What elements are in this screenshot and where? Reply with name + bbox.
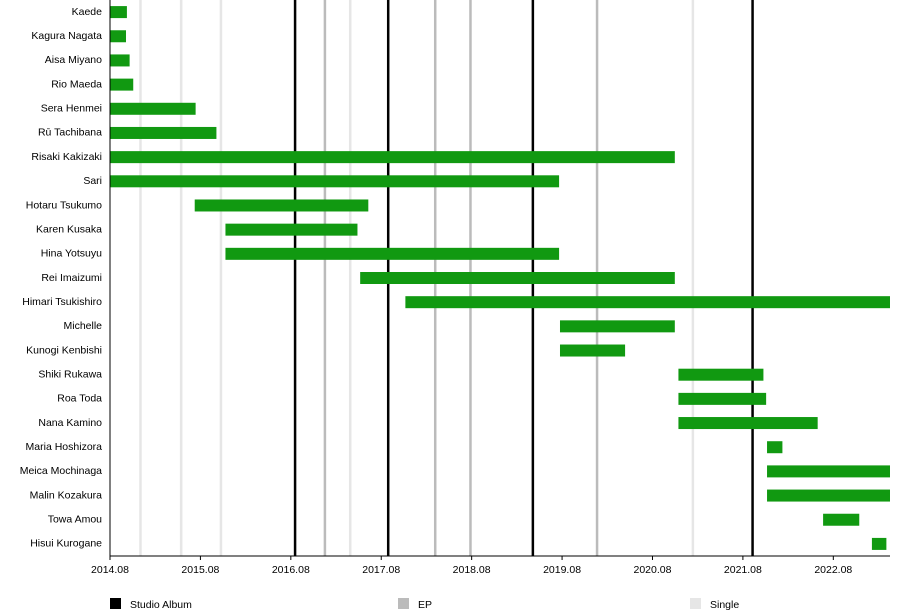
member-label: Karen Kusaka (36, 223, 102, 235)
member-label: Kagura Nagata (31, 30, 102, 42)
member-bar (225, 223, 358, 236)
member-label: Rei Imaizumi (41, 272, 102, 284)
member-label: Sari (83, 175, 102, 187)
x-tick-label: 2014.08 (91, 564, 129, 576)
member-label: Hina Yotsuyu (41, 248, 102, 260)
member-label: Rio Maeda (51, 78, 102, 90)
member-bar (110, 126, 217, 139)
member-bar (405, 296, 890, 309)
member-bar (678, 417, 818, 430)
member-label: Towa Amou (48, 514, 102, 526)
legend-swatch (690, 598, 701, 609)
member-bar (678, 392, 767, 405)
member-bar (767, 465, 890, 478)
member-bar (767, 489, 890, 502)
member-label: Risaki Kakizaki (31, 151, 102, 163)
x-tick-label: 2020.08 (633, 564, 671, 576)
x-tick-label: 2015.08 (181, 564, 219, 576)
member-label: Michelle (63, 320, 102, 332)
legend-label: EP (418, 599, 432, 611)
member-bar (767, 441, 783, 454)
member-label: Hisui Kurogane (30, 538, 102, 550)
legend-swatch (398, 598, 409, 609)
member-label: Hotaru Tsukumo (26, 199, 102, 211)
member-bar (360, 272, 675, 284)
member-bar (110, 151, 675, 164)
member-bar (823, 513, 860, 526)
member-label: Maria Hoshizora (26, 441, 103, 453)
member-bar (559, 344, 626, 357)
member-bar (110, 54, 130, 67)
x-tick-label: 2017.08 (362, 564, 400, 576)
member-label: Nana Kamino (38, 417, 102, 429)
legend-label: Single (710, 599, 739, 611)
x-tick-label: 2021.08 (724, 564, 762, 576)
member-bar (110, 78, 134, 91)
member-label: Shiki Rukawa (38, 368, 102, 380)
legend-label: Studio Album (130, 599, 192, 611)
legend-swatch (110, 598, 121, 609)
member-label: Kaede (72, 6, 103, 18)
member-label: Sera Henmei (41, 103, 102, 115)
member-bar (225, 247, 560, 260)
member-label: Kunogi Kenbishi (26, 344, 102, 356)
member-bar (678, 368, 764, 381)
member-bar (194, 199, 369, 212)
x-tick-label: 2016.08 (272, 564, 310, 576)
member-bar (871, 537, 887, 550)
member-label: Himari Tsukishiro (22, 296, 102, 308)
member-bar (110, 6, 127, 19)
member-label: Malin Kozakura (30, 489, 103, 501)
member-label: Rū Tachibana (38, 127, 102, 139)
x-tick-label: 2019.08 (543, 564, 581, 576)
member-bar (110, 30, 127, 43)
member-bar (110, 175, 560, 188)
member-label: Roa Toda (57, 393, 102, 405)
member-label: Aisa Miyano (45, 54, 102, 66)
member-bar (110, 102, 196, 115)
member-label: Meica Mochinaga (20, 465, 102, 477)
x-tick-label: 2022.08 (814, 564, 852, 576)
x-tick-label: 2018.08 (453, 564, 491, 576)
member-bar (559, 320, 675, 333)
